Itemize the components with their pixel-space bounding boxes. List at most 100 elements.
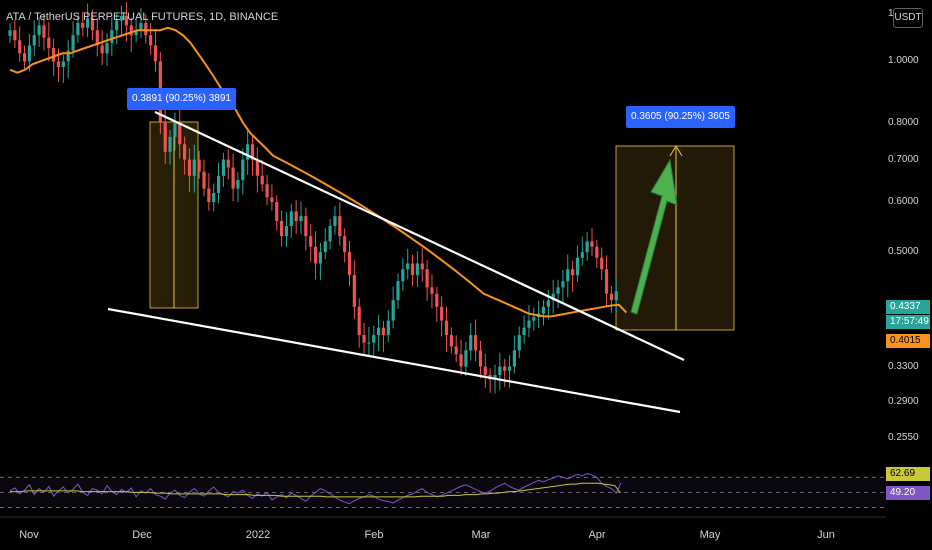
price-tick-label: 0.8000 xyxy=(888,116,919,128)
candle-body xyxy=(231,167,235,189)
candle-body xyxy=(532,317,536,321)
rsi-ma-line xyxy=(10,482,621,498)
candle-body xyxy=(47,37,51,48)
wedge-lower-trendline xyxy=(107,307,681,414)
candle-body xyxy=(241,159,245,180)
candle-body xyxy=(144,22,148,36)
candle-body xyxy=(396,281,400,301)
candle-body xyxy=(571,269,575,276)
candle-body xyxy=(614,291,618,301)
candle-body xyxy=(512,350,516,367)
price-tick-top: 1 xyxy=(888,8,894,19)
candle-body xyxy=(173,122,177,137)
candle-body xyxy=(115,20,119,31)
candle-body xyxy=(459,354,463,367)
candle-body xyxy=(42,25,46,38)
candle-body xyxy=(377,327,381,336)
candle-body xyxy=(100,45,104,54)
price-tick-label: 0.3300 xyxy=(888,360,919,372)
candle-body xyxy=(585,241,589,253)
candle-body xyxy=(343,236,347,253)
candle-body xyxy=(566,269,570,282)
candle-body xyxy=(270,197,274,203)
candle-body xyxy=(449,335,453,347)
candle-body xyxy=(105,42,109,54)
candle-body xyxy=(168,136,172,152)
candle-body xyxy=(56,61,61,67)
candle-body xyxy=(153,45,158,62)
candle-body xyxy=(265,184,269,198)
candle-body xyxy=(183,144,187,160)
candle-body xyxy=(309,236,313,247)
candle-body xyxy=(255,159,259,176)
measure-callout-right[interactable]: 0.3605 (90.25%) 3605 xyxy=(626,106,735,128)
candle-body xyxy=(192,159,196,176)
candle-body xyxy=(362,335,366,343)
candle-body xyxy=(110,30,114,43)
candle-body xyxy=(367,342,371,344)
candle-body xyxy=(478,350,483,367)
candle-body xyxy=(522,327,526,336)
candle-body xyxy=(503,366,507,371)
candle-body xyxy=(8,30,12,36)
candle-body xyxy=(37,25,41,36)
candle-body xyxy=(357,306,361,336)
candle-body xyxy=(600,257,604,270)
candle-body xyxy=(474,335,478,351)
candle-body xyxy=(415,263,419,276)
price-tick-label: 0.6000 xyxy=(888,196,919,207)
candle-body xyxy=(221,159,225,176)
time-tick-label: Apr xyxy=(588,529,605,541)
candle-body xyxy=(425,269,429,288)
candle-body xyxy=(464,350,468,367)
wedge-upper-trendline xyxy=(154,111,685,361)
candle-body xyxy=(197,159,201,172)
currency-button[interactable]: USDT xyxy=(893,8,923,28)
rsi-ma-badge: 49.20 xyxy=(886,486,930,500)
candle-body xyxy=(381,327,386,336)
candle-body xyxy=(561,281,565,288)
candle-body xyxy=(333,216,337,226)
price-tick-label: 0.5000 xyxy=(888,246,919,258)
candle-body xyxy=(304,216,308,237)
candle-body xyxy=(483,366,487,376)
candle-body xyxy=(250,144,255,160)
time-tick-label: Dec xyxy=(132,529,152,541)
candle-body xyxy=(86,18,90,28)
candle-body xyxy=(202,171,206,189)
candle-body xyxy=(129,25,133,36)
candle-body xyxy=(590,241,594,247)
candle-body xyxy=(61,61,65,67)
candle-body xyxy=(187,159,192,176)
candle-body xyxy=(66,50,70,62)
candle-body xyxy=(76,22,80,36)
candle-body xyxy=(609,293,613,301)
candle-body xyxy=(236,179,240,189)
candle-body xyxy=(139,22,143,31)
time-tick-label: Jun xyxy=(817,529,835,541)
symbol-title: ATA / TetherUS PERPETUAL FUTURES, 1D, BI… xyxy=(6,11,279,23)
candle-body xyxy=(178,122,182,145)
candle-body xyxy=(372,335,376,343)
candle-body xyxy=(323,241,327,253)
time-tick-label: Mar xyxy=(472,529,491,541)
measure-callout-left[interactable]: 0.3891 (90.25%) 3891 xyxy=(127,88,236,110)
price-tick-label: 0.7000 xyxy=(888,153,919,165)
candle-body xyxy=(284,225,289,237)
candle-body xyxy=(352,275,356,307)
candle-body xyxy=(313,246,318,264)
candle-body xyxy=(604,269,609,294)
time-tick-label: May xyxy=(700,529,721,541)
candle-body xyxy=(498,366,502,376)
candle-body xyxy=(275,202,279,222)
candle-body xyxy=(124,15,128,26)
candle-body xyxy=(13,30,17,41)
candle-body xyxy=(294,211,298,222)
candle-body xyxy=(134,30,138,36)
candle-body xyxy=(318,252,322,264)
candle-body xyxy=(386,320,390,336)
candle-body xyxy=(81,22,85,28)
candle-body xyxy=(226,159,230,168)
